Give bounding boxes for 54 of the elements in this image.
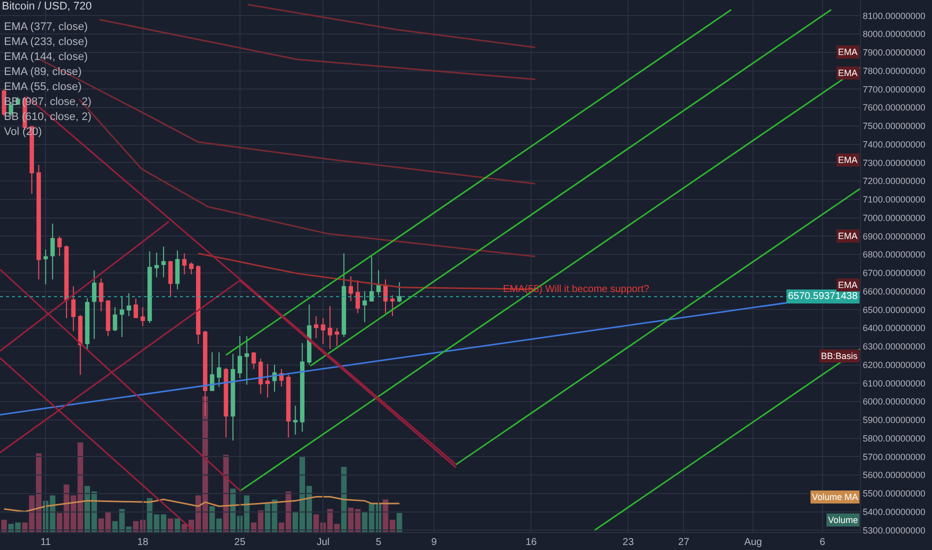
text: Volume [828, 515, 858, 525]
y-tick-label: 7900.00000000 [862, 48, 926, 58]
y-tick-label: 7700.00000000 [862, 84, 926, 94]
annotation: EMA [838, 280, 858, 290]
y-tick-label: 6100.00000000 [862, 378, 926, 388]
y-tick-label: 8000.00000000 [862, 29, 926, 40]
ref-line-label: 6570.59371438 [788, 291, 858, 302]
y-tick-label: 6200.00000000 [862, 360, 926, 370]
y-tick-label: 5300.00000000 [862, 525, 926, 536]
x-tick-label: 9 [431, 537, 438, 548]
x-tick-label: 23 [622, 537, 634, 548]
y-tick-label: 7200.00000000 [862, 176, 926, 186]
y-tick-label: 5700.00000000 [862, 452, 926, 462]
y-tick-label: 6600.00000000 [862, 286, 926, 296]
x-tick-label: 25 [234, 537, 246, 548]
x-tick-label: 5 [376, 537, 382, 548]
annotation: EMA (377, close) [4, 21, 88, 33]
text: Volume MA [812, 492, 858, 502]
x-tick-label: 16 [526, 537, 538, 548]
annotation: EMA [838, 68, 858, 78]
y-tick-label: 6500.00000000 [862, 304, 926, 315]
y-tick-label: 7600.00000000 [862, 102, 926, 113]
y-tick-label: 7800.00000000 [862, 66, 926, 76]
y-tick-label: 5600.00000000 [862, 470, 926, 480]
x-tick-label: 11 [40, 537, 52, 548]
y-tick-label: 6400.00000000 [862, 323, 926, 334]
y-tick-label: 6900.00000000 [862, 231, 926, 242]
x-tick-label: 27 [678, 537, 690, 548]
annotation: EMA [838, 231, 858, 241]
annotation: BB:Basis [821, 351, 858, 361]
y-tick-label: 6000.00000000 [862, 396, 926, 407]
annotation: EMA (55, close) [4, 81, 82, 93]
y-tick-label: 7400.00000000 [862, 139, 926, 150]
y-tick-label: 5500.00000000 [862, 488, 926, 499]
x-tick-label: 18 [137, 537, 149, 548]
annotation: EMA (233, close) [4, 36, 88, 48]
y-tick-label: 5800.00000000 [862, 433, 926, 444]
y-tick-label: 7500.00000000 [862, 121, 926, 132]
annotation: EMA [838, 47, 858, 57]
x-tick-label: Aug [744, 537, 762, 548]
x-tick-label: 6 [820, 537, 826, 548]
annotation: EMA [838, 155, 858, 165]
y-tick-label: 8100.00000000 [862, 10, 926, 21]
y-tick-label: 7300.00000000 [862, 158, 926, 168]
chart-title: Bitcoin / USD, 720 [2, 0, 92, 13]
y-tick-label: 6700.00000000 [862, 268, 926, 278]
y-tick-label: 6800.00000000 [862, 250, 926, 260]
y-tick-label: 6300.00000000 [862, 342, 926, 352]
x-tick-label: Jul [316, 537, 330, 548]
y-tick-label: 5900.00000000 [862, 415, 926, 426]
y-tick-label: 5400.00000000 [862, 506, 926, 517]
annotation: EMA (144, close) [4, 51, 88, 63]
y-tick-label: 7000.00000000 [862, 212, 926, 223]
y-tick-label: 7100.00000000 [862, 194, 926, 205]
